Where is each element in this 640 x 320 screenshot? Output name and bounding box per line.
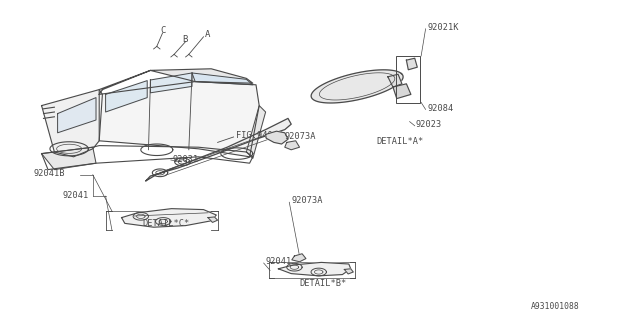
Polygon shape xyxy=(192,73,253,85)
Text: 92041: 92041 xyxy=(266,257,292,266)
Polygon shape xyxy=(285,141,300,150)
Text: B: B xyxy=(182,35,188,44)
Text: DETAIL*B*: DETAIL*B* xyxy=(300,279,347,288)
Text: FIG.940-4: FIG.940-4 xyxy=(236,131,283,140)
Polygon shape xyxy=(292,254,306,262)
Text: DETAIL*A*: DETAIL*A* xyxy=(376,137,424,146)
Polygon shape xyxy=(393,84,411,99)
Text: C: C xyxy=(160,26,165,35)
Bar xyxy=(396,56,420,103)
Text: 92073A: 92073A xyxy=(291,196,323,205)
Polygon shape xyxy=(278,262,351,276)
Polygon shape xyxy=(208,217,218,222)
Polygon shape xyxy=(311,70,403,103)
Text: 92021K: 92021K xyxy=(428,23,459,32)
Text: 92031: 92031 xyxy=(173,155,199,164)
Text: 92084: 92084 xyxy=(428,104,454,113)
Polygon shape xyxy=(99,82,259,157)
Polygon shape xyxy=(122,209,216,227)
Polygon shape xyxy=(106,81,147,112)
Polygon shape xyxy=(150,73,192,93)
Text: 92073A: 92073A xyxy=(285,132,316,141)
Text: 92041B: 92041B xyxy=(33,169,65,178)
Text: A931001088: A931001088 xyxy=(531,302,580,311)
Text: 92023: 92023 xyxy=(416,120,442,129)
Polygon shape xyxy=(246,106,266,158)
Text: A: A xyxy=(205,30,210,39)
Polygon shape xyxy=(146,118,291,181)
Polygon shape xyxy=(266,131,288,144)
Polygon shape xyxy=(388,74,402,87)
Text: DETAIL*C*: DETAIL*C* xyxy=(143,220,190,228)
Polygon shape xyxy=(406,58,417,70)
Polygon shape xyxy=(99,69,253,94)
Polygon shape xyxy=(58,98,96,133)
Polygon shape xyxy=(42,147,96,170)
Polygon shape xyxy=(42,90,102,157)
Polygon shape xyxy=(344,269,353,274)
Text: 92041: 92041 xyxy=(63,191,89,200)
